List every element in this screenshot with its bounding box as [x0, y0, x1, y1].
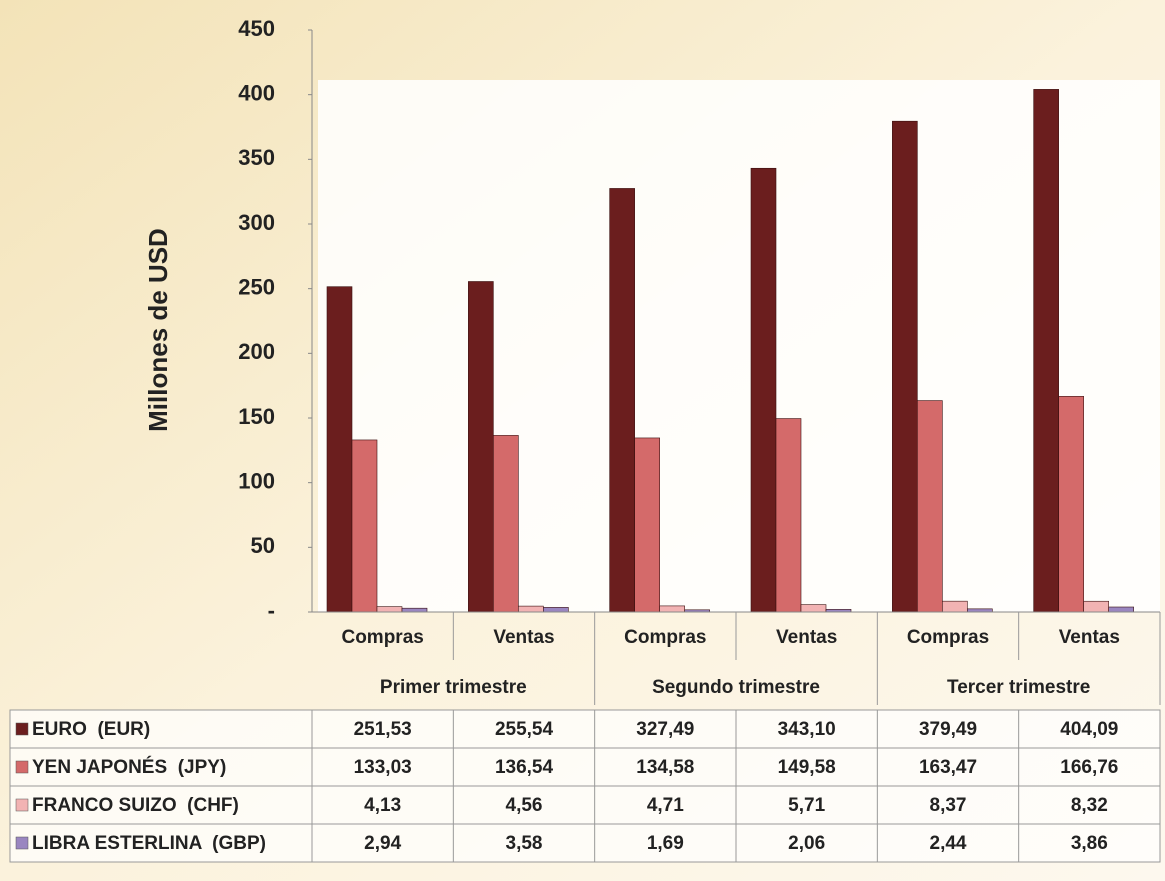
value-label: 379,49 — [919, 719, 977, 740]
group-label: Primer trimestre — [380, 677, 527, 698]
value-label: 149,58 — [778, 757, 836, 778]
value-label: 3,86 — [1071, 833, 1108, 854]
bar — [326, 286, 353, 613]
value-label: 8,37 — [930, 795, 967, 816]
bar — [659, 605, 685, 613]
bar — [750, 167, 777, 613]
bar — [609, 188, 635, 613]
legend-swatch — [15, 760, 29, 774]
y-tick-label: 50 — [251, 533, 275, 558]
bar — [775, 418, 802, 613]
bar — [376, 606, 403, 613]
x-tick-label: Compras — [907, 627, 989, 648]
group-label: Tercer trimestre — [947, 677, 1090, 698]
bar — [634, 437, 660, 613]
value-label: 136,54 — [495, 757, 554, 778]
x-tick-label: Ventas — [1059, 627, 1120, 648]
value-label: 4,13 — [364, 795, 401, 816]
x-tick-label: Compras — [624, 627, 706, 648]
plot-area — [318, 80, 1160, 612]
y-tick-label: 100 — [238, 468, 275, 493]
value-label: 2,94 — [364, 833, 401, 854]
bar — [1033, 89, 1059, 613]
y-tick-label: 300 — [238, 210, 275, 235]
value-label: 251,53 — [354, 719, 412, 740]
legend-swatch — [15, 722, 29, 736]
table-row — [9, 785, 1161, 825]
bar — [800, 604, 827, 613]
value-label: 163,47 — [919, 757, 977, 778]
value-label: 2,44 — [930, 833, 967, 854]
value-label: 166,76 — [1060, 757, 1118, 778]
bar — [493, 435, 519, 613]
value-label: 2,06 — [788, 833, 825, 854]
x-tick-label: Ventas — [776, 627, 837, 648]
value-label: 134,58 — [636, 757, 694, 778]
bar — [518, 605, 544, 613]
y-tick-label: 400 — [238, 80, 275, 105]
value-label: 4,71 — [647, 795, 684, 816]
bar — [401, 607, 428, 613]
value-label: 3,58 — [506, 833, 543, 854]
bar — [892, 120, 918, 613]
value-label: 404,09 — [1060, 719, 1118, 740]
value-label: 327,49 — [636, 719, 694, 740]
group-label: Segundo trimestre — [652, 677, 820, 698]
value-label: 255,54 — [495, 719, 554, 740]
value-label: 1,69 — [647, 833, 684, 854]
y-tick-label: - — [268, 598, 275, 623]
y-tick-label: 150 — [238, 404, 275, 429]
value-label: 5,71 — [788, 795, 825, 816]
bar — [468, 281, 494, 613]
value-label: 133,03 — [354, 757, 412, 778]
bar — [1083, 600, 1109, 613]
value-label: 343,10 — [778, 719, 836, 740]
y-tick-label: 200 — [238, 339, 275, 364]
bar — [1058, 396, 1084, 613]
legend-label: YEN JAPONÉS (JPY) — [32, 756, 226, 778]
legend-label: EURO (EUR) — [32, 719, 150, 740]
table-row — [9, 823, 1161, 863]
bar — [1108, 606, 1134, 613]
value-label: 4,56 — [506, 795, 543, 816]
table-row — [9, 709, 1161, 749]
y-tick-label: 450 — [238, 16, 275, 41]
y-tick-label: 250 — [238, 274, 275, 299]
bar — [543, 607, 569, 613]
x-tick-label: Compras — [341, 627, 423, 648]
bar — [917, 400, 943, 613]
y-axis-title: Millones de USD — [143, 228, 173, 432]
legend-label: FRANCO SUIZO (CHF) — [32, 795, 239, 816]
x-tick-label: Ventas — [493, 627, 554, 648]
y-tick-label: 350 — [238, 145, 275, 170]
value-label: 8,32 — [1071, 795, 1108, 816]
bar — [942, 600, 968, 613]
table-row — [9, 747, 1161, 787]
bar — [351, 439, 378, 613]
legend-swatch — [15, 798, 29, 812]
legend-swatch — [15, 836, 29, 850]
legend-label: LIBRA ESTERLINA (GBP) — [32, 833, 266, 854]
